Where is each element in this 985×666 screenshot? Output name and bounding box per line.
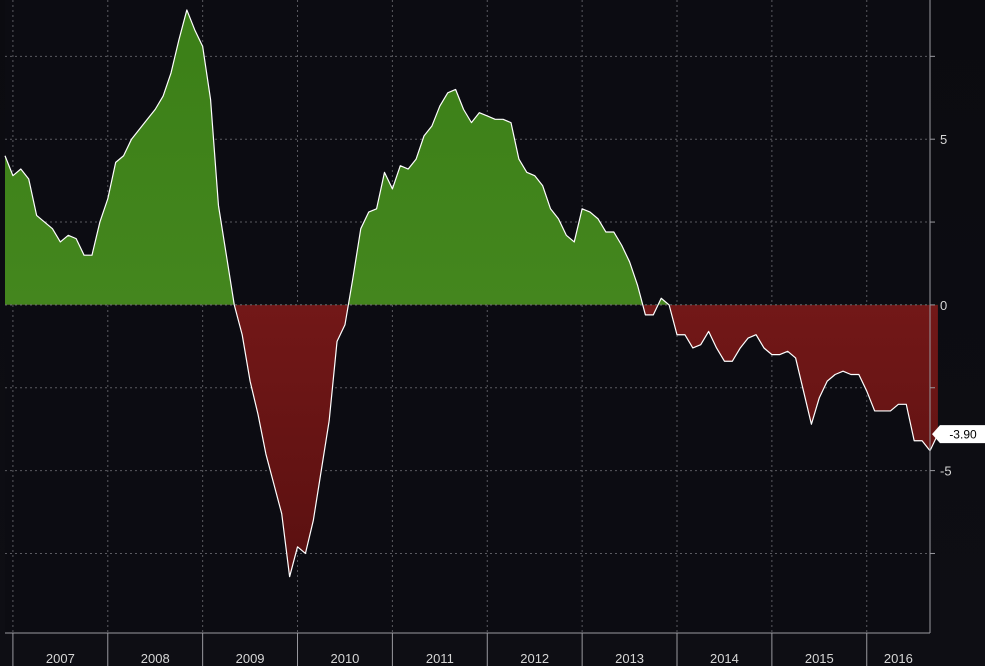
area-fills bbox=[5, 9, 938, 577]
last-value-marker: -3.90 bbox=[932, 425, 985, 444]
y-tick-label: -5 bbox=[940, 464, 952, 479]
negative-area bbox=[234, 304, 938, 577]
y-tick-label: 5 bbox=[940, 132, 947, 147]
axes: -5 0 5 2007 2008 2009 2010 2011 2012 2013 2014 2015… bbox=[5, 0, 952, 666]
last-value-label: -3.90 bbox=[949, 428, 977, 442]
x-tick-label: 2013 bbox=[615, 651, 644, 666]
x-tick-label: 2014 bbox=[710, 651, 739, 666]
y-tick-label: 0 bbox=[940, 298, 947, 313]
x-tick-label: 2009 bbox=[236, 651, 265, 666]
x-tick-label: 2010 bbox=[330, 651, 359, 666]
x-tick-label: 2007 bbox=[46, 651, 75, 666]
x-tick-label: 2011 bbox=[426, 651, 454, 666]
x-tick-label: 2012 bbox=[520, 651, 549, 666]
x-tick-label: 2015 bbox=[805, 651, 834, 666]
last-value-box bbox=[932, 425, 985, 444]
x-tick-label: 2008 bbox=[141, 651, 170, 666]
series-line-group bbox=[4, 9, 939, 578]
positive-area bbox=[5, 9, 938, 305]
x-tick-label: 2016 bbox=[884, 651, 913, 666]
series-line bbox=[4, 9, 939, 578]
